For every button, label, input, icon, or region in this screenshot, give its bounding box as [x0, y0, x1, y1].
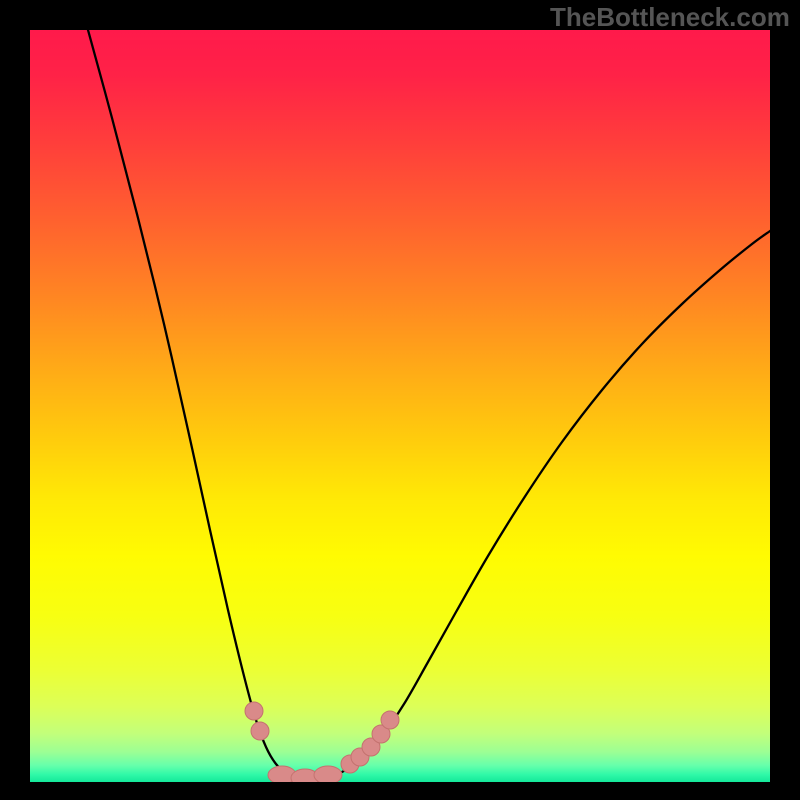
data-marker	[245, 702, 263, 720]
frame-right	[770, 0, 800, 800]
frame-left	[0, 0, 30, 800]
data-marker	[381, 711, 399, 729]
bottleneck-chart	[0, 0, 800, 800]
data-marker	[251, 722, 269, 740]
frame-bottom	[0, 782, 800, 800]
gradient-background	[30, 30, 770, 782]
watermark-text: TheBottleneck.com	[550, 2, 790, 33]
